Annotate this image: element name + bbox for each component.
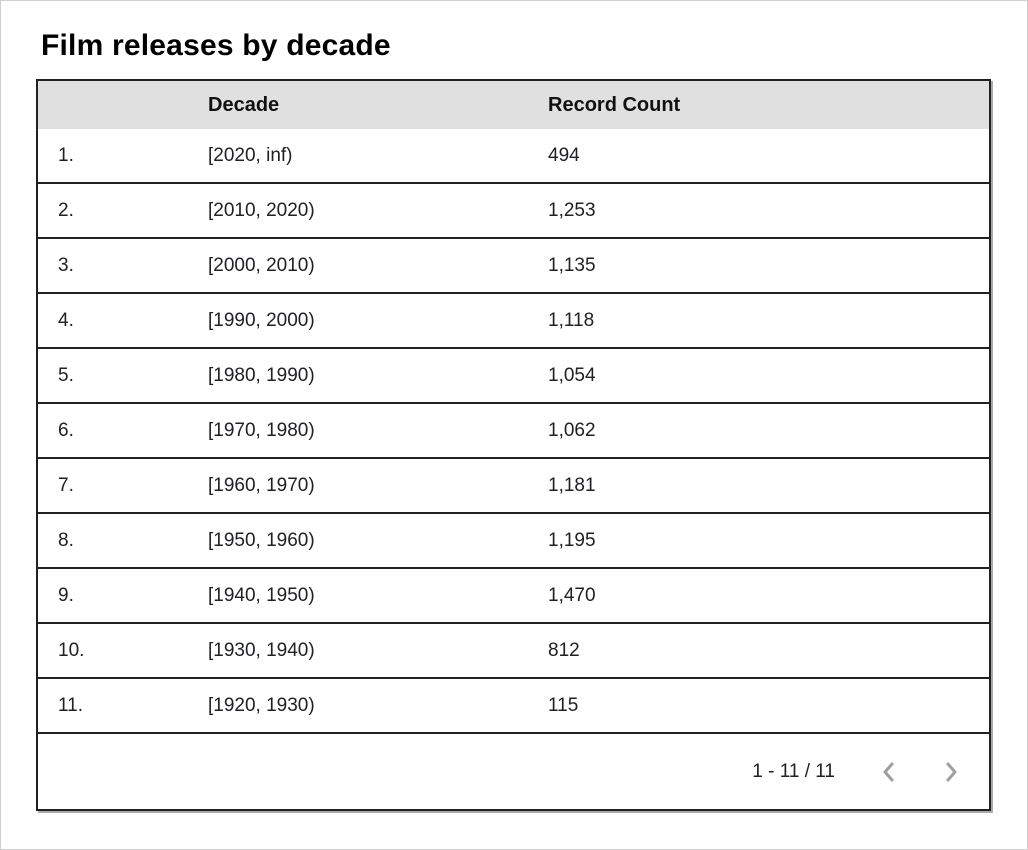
pagination-next-button[interactable] xyxy=(929,750,973,794)
row-decade-cell: [1950, 1960) xyxy=(208,529,315,551)
row-index-cell: 7. xyxy=(58,474,74,496)
row-decade-cell: [2000, 2010) xyxy=(208,254,315,276)
row-decade-cell: [1930, 1940) xyxy=(208,639,315,661)
row-index-cell: 3. xyxy=(58,254,74,276)
table-header-row: Decade Record Count xyxy=(38,81,989,129)
row-count-cell: 1,181 xyxy=(548,474,596,496)
row-decade-cell: [1980, 1990) xyxy=(208,364,315,386)
row-index-cell: 4. xyxy=(58,309,74,331)
table-row: 6. [1970, 1980) 1,062 xyxy=(38,404,989,459)
row-index-cell: 6. xyxy=(58,419,74,441)
row-decade-cell: [1940, 1950) xyxy=(208,584,315,606)
row-decade-cell: [1990, 2000) xyxy=(208,309,315,331)
row-count-cell: 1,135 xyxy=(548,254,596,276)
row-index-cell: 10. xyxy=(58,639,85,661)
row-count-cell: 1,062 xyxy=(548,419,596,441)
table-row: 7. [1960, 1970) 1,181 xyxy=(38,459,989,514)
pagination-bar: 1 - 11 / 11 xyxy=(38,734,989,809)
row-index-cell: 5. xyxy=(58,364,74,386)
row-index-cell: 9. xyxy=(58,584,74,606)
row-index-cell: 11. xyxy=(58,694,84,716)
table-row: 9. [1940, 1950) 1,470 xyxy=(38,569,989,624)
header-cell-decade: Decade xyxy=(208,93,280,116)
row-count-cell: 812 xyxy=(548,639,580,661)
row-decade-cell: [1960, 1970) xyxy=(208,474,315,496)
row-decade-cell: [1970, 1980) xyxy=(208,419,315,441)
table-row: 5. [1980, 1990) 1,054 xyxy=(38,349,989,404)
row-index-cell: 1. xyxy=(58,144,74,166)
row-count-cell: 115 xyxy=(548,694,579,716)
row-decade-cell: [1920, 1930) xyxy=(208,694,315,716)
table-row: 1. [2020, inf) 494 xyxy=(38,129,989,184)
table-row: 8. [1950, 1960) 1,195 xyxy=(38,514,989,569)
row-index-cell: 8. xyxy=(58,529,74,551)
pagination-prev-button[interactable] xyxy=(867,750,911,794)
table-row: 2. [2010, 2020) 1,253 xyxy=(38,184,989,239)
row-count-cell: 1,195 xyxy=(548,529,596,551)
page-title: Film releases by decade xyxy=(41,29,391,62)
chevron-left-icon xyxy=(876,759,902,785)
film-releases-table: Decade Record Count 1. [2020, inf) 494 2… xyxy=(36,79,991,811)
table-row: 11. [1920, 1930) 115 xyxy=(38,679,989,734)
table-row: 4. [1990, 2000) 1,118 xyxy=(38,294,989,349)
chevron-right-icon xyxy=(938,759,964,785)
row-count-cell: 1,054 xyxy=(548,364,596,386)
row-index-cell: 2. xyxy=(58,199,74,221)
row-count-cell: 494 xyxy=(548,144,580,166)
table-row: 10. [1930, 1940) 812 xyxy=(38,624,989,679)
row-decade-cell: [2010, 2020) xyxy=(208,199,315,221)
row-count-cell: 1,470 xyxy=(548,584,596,606)
header-cell-record-count: Record Count xyxy=(548,93,681,116)
table-row: 3. [2000, 2010) 1,135 xyxy=(38,239,989,294)
pagination-range-label: 1 - 11 / 11 xyxy=(752,760,835,782)
row-decade-cell: [2020, inf) xyxy=(208,144,293,166)
row-count-cell: 1,253 xyxy=(548,199,596,221)
row-count-cell: 1,118 xyxy=(548,309,595,331)
